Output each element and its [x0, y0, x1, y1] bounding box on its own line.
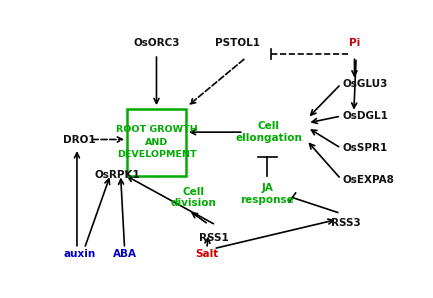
Text: ROOT GROWTH
AND
DEVELOPMENT: ROOT GROWTH AND DEVELOPMENT	[116, 125, 197, 159]
Text: Cell
division: Cell division	[171, 187, 216, 208]
Text: OsDGL1: OsDGL1	[343, 111, 388, 121]
Text: JA
response: JA response	[240, 183, 294, 205]
FancyBboxPatch shape	[127, 108, 186, 176]
Text: Pi: Pi	[349, 38, 360, 48]
Text: auxin: auxin	[63, 249, 95, 260]
Text: DRO1: DRO1	[62, 135, 95, 145]
Text: PSTOL1: PSTOL1	[214, 38, 259, 48]
Text: Salt: Salt	[195, 249, 218, 260]
Text: OsEXPA8: OsEXPA8	[343, 175, 394, 185]
Text: ABA: ABA	[113, 249, 136, 260]
Text: OsORC3: OsORC3	[133, 38, 180, 48]
Text: Cell
ellongation: Cell ellongation	[236, 121, 302, 143]
Text: RSS1: RSS1	[199, 233, 228, 243]
Text: RSS3: RSS3	[331, 218, 361, 228]
Text: OsRPK1: OsRPK1	[94, 170, 140, 180]
Text: OsGLU3: OsGLU3	[343, 79, 388, 89]
Text: OsSPR1: OsSPR1	[343, 143, 388, 153]
